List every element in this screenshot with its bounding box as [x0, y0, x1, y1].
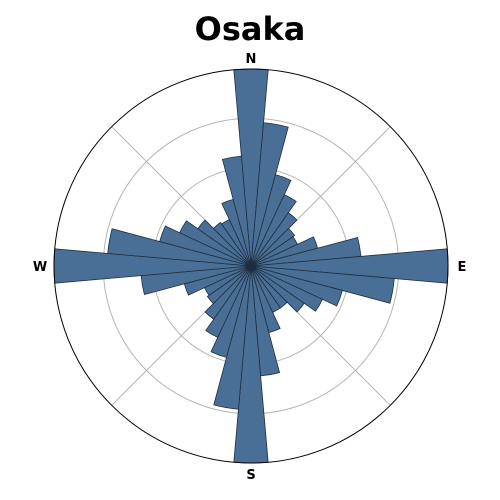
- bar-120deg: [250, 265, 323, 312]
- bars: [53, 68, 449, 464]
- bar-50deg: [250, 227, 296, 267]
- chart-title: Osaka: [195, 10, 306, 48]
- direction-label-n: N: [246, 52, 257, 67]
- bar-40deg: [250, 212, 298, 267]
- direction-label-s: S: [246, 468, 255, 483]
- bar-230deg: [206, 265, 252, 305]
- bar-210deg: [205, 265, 252, 338]
- bar-310deg: [197, 219, 252, 267]
- bar-20deg: [250, 174, 292, 267]
- outer-frame: [53, 68, 449, 464]
- bar-30deg: [250, 194, 297, 267]
- direction-label-e: E: [458, 260, 467, 275]
- bar-130deg: [250, 265, 305, 313]
- bar-350deg: [221, 155, 252, 267]
- bar-110deg: [250, 265, 343, 307]
- bar-200deg: [210, 265, 252, 358]
- bar-220deg: [204, 265, 252, 320]
- bar-320deg: [212, 221, 252, 267]
- direction-label-w: W: [33, 260, 47, 275]
- bar-290deg: [159, 225, 252, 267]
- bar-300deg: [179, 220, 252, 267]
